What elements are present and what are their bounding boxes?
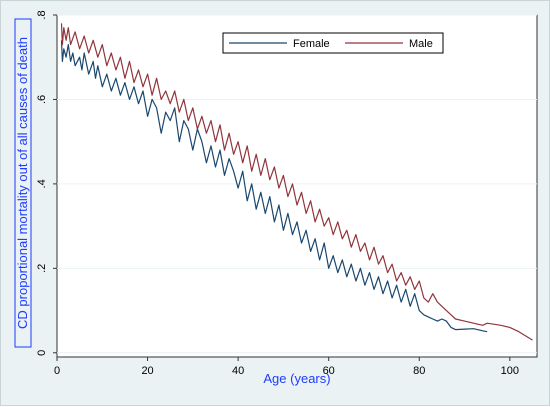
series-line-female — [60, 40, 488, 333]
legend-label-male: Male — [409, 38, 433, 50]
x-tick-label: 60 — [323, 365, 335, 377]
y-tick-label: 0 — [36, 350, 48, 356]
x-axis-ticks: 0 20 40 60 80 100 — [54, 357, 519, 377]
legend-label-female: Female — [293, 38, 330, 50]
y-axis-ticks: 0 .2 .4 .6 .8 — [36, 10, 57, 356]
x-axis-title: Age (years) — [263, 371, 330, 386]
y-axis-title-group: CD proportional mortality out of all cau… — [14, 18, 32, 348]
y-tick-label: .2 — [36, 264, 48, 273]
y-tick-label: .8 — [36, 10, 48, 19]
x-tick-label: 20 — [141, 365, 153, 377]
x-tick-label: 100 — [501, 365, 519, 377]
y-tick-label: .4 — [36, 179, 48, 188]
legend-box — [222, 32, 444, 54]
x-tick-label: 0 — [54, 365, 60, 377]
series-layer — [60, 23, 533, 341]
x-tick-label: 80 — [413, 365, 425, 377]
y-axis-title: CD proportional mortality out of all cau… — [15, 37, 30, 329]
series-line-male — [60, 23, 533, 341]
x-tick-label: 40 — [232, 365, 244, 377]
y-tick-label: .6 — [36, 95, 48, 104]
legend: Female Male — [222, 32, 444, 54]
plot-area — [56, 14, 538, 358]
y-axis-title-box — [14, 18, 32, 348]
